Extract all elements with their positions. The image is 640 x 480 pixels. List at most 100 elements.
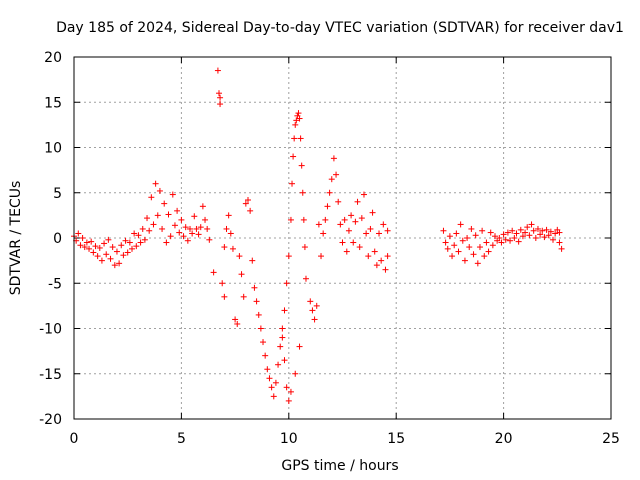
data-point	[500, 231, 507, 238]
data-point	[144, 215, 151, 222]
y-tick-label: -5	[48, 276, 62, 292]
data-point	[116, 260, 123, 267]
data-point	[302, 275, 309, 282]
data-point	[268, 384, 275, 391]
data-point	[255, 311, 262, 318]
data-point	[326, 189, 333, 196]
data-point	[293, 117, 300, 124]
data-point	[195, 231, 202, 238]
data-point	[122, 237, 129, 244]
data-point	[167, 233, 174, 240]
data-point	[163, 239, 170, 246]
data-point	[444, 245, 451, 252]
data-point	[541, 234, 548, 241]
x-axis-label: GPS time / hours	[281, 458, 398, 474]
data-point	[509, 227, 516, 234]
x-tick-label: 5	[177, 431, 186, 447]
data-point	[277, 343, 284, 350]
x-tick-label: 10	[280, 431, 298, 447]
data-point	[333, 171, 340, 178]
data-point	[492, 233, 499, 240]
data-point	[380, 221, 387, 228]
data-point	[299, 189, 306, 196]
data-point	[191, 213, 198, 220]
data-point	[498, 239, 505, 246]
data-point	[311, 316, 318, 323]
data-point	[556, 229, 563, 236]
data-point	[283, 280, 290, 287]
data-point	[279, 334, 286, 341]
axis-ticks: 0 5 10 15 20 25 -20 -15 -10 -5 0 5 10 15 20	[39, 50, 620, 447]
data-point	[266, 375, 273, 382]
data-point	[339, 239, 346, 246]
data-point	[275, 361, 282, 368]
data-point	[328, 176, 335, 183]
data-point	[315, 221, 322, 228]
data-point	[507, 237, 514, 244]
data-point	[464, 235, 471, 241]
data-point	[249, 257, 256, 264]
data-point	[165, 211, 172, 218]
data-point	[545, 232, 552, 239]
data-point	[81, 244, 88, 251]
data-point	[107, 255, 114, 262]
data-point	[459, 237, 466, 244]
data-point	[109, 244, 116, 251]
data-point	[88, 238, 95, 245]
data-point	[146, 227, 153, 234]
data-point	[161, 200, 168, 207]
data-point	[77, 242, 84, 249]
y-tick-label: 15	[44, 95, 62, 111]
data-point	[530, 227, 537, 234]
data-point	[537, 231, 544, 238]
data-point	[534, 225, 541, 232]
data-point	[260, 339, 267, 346]
data-point	[350, 239, 357, 246]
grid-lines	[74, 57, 611, 419]
data-point	[141, 236, 148, 243]
chart-title: Day 185 of 2024, Sidereal Day-to-day VTE…	[56, 20, 624, 36]
data-point	[214, 67, 221, 74]
data-point	[215, 90, 222, 97]
data-point	[539, 227, 546, 234]
data-point	[313, 302, 320, 309]
data-point	[83, 239, 90, 246]
data-point	[182, 224, 189, 231]
data-point	[262, 352, 269, 359]
data-point	[451, 242, 458, 249]
data-point	[290, 153, 297, 160]
data-point	[449, 253, 456, 260]
data-point	[86, 245, 93, 252]
data-point	[186, 225, 193, 232]
data-point	[550, 236, 557, 243]
data-point	[324, 203, 331, 210]
y-tick-label: 0	[53, 231, 62, 247]
data-point	[297, 135, 304, 142]
data-point	[378, 257, 385, 264]
data-point	[296, 343, 303, 350]
data-point	[363, 230, 370, 237]
data-point	[502, 236, 509, 243]
x-tick-label: 15	[387, 431, 405, 447]
data-point	[384, 227, 391, 234]
data-point	[532, 235, 539, 241]
data-point	[210, 269, 217, 276]
plot-frame	[73, 56, 612, 420]
y-tick-label: -15	[39, 367, 62, 383]
data-point	[453, 230, 460, 237]
data-point	[348, 212, 355, 219]
data-point	[337, 221, 344, 228]
x-tick-label: 25	[602, 431, 620, 447]
data-point	[229, 245, 236, 252]
data-point	[504, 229, 511, 236]
data-point	[281, 307, 288, 314]
data-point	[197, 224, 204, 231]
data-point	[90, 249, 97, 256]
data-point	[131, 230, 138, 237]
data-point	[373, 262, 380, 269]
data-point	[272, 379, 279, 386]
data-point	[371, 248, 378, 255]
data-point	[156, 187, 163, 194]
data-point	[184, 237, 191, 244]
data-point	[171, 222, 178, 229]
